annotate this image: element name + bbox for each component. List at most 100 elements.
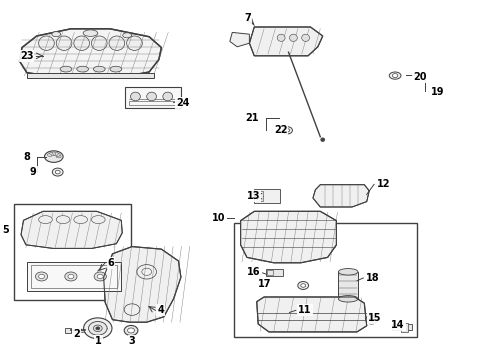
Ellipse shape [56,154,60,157]
Text: 14: 14 [390,320,404,330]
Ellipse shape [110,66,122,72]
Ellipse shape [126,36,142,50]
Text: 12: 12 [376,179,389,189]
Ellipse shape [122,33,131,38]
Ellipse shape [77,66,88,72]
Bar [31,265,117,288]
Ellipse shape [39,216,52,224]
Ellipse shape [52,168,63,176]
Ellipse shape [94,272,106,281]
Ellipse shape [388,72,400,79]
Bar [338,272,357,299]
Ellipse shape [320,138,324,141]
Ellipse shape [55,170,60,174]
Bar [256,191,262,201]
Ellipse shape [124,325,138,336]
Text: 10: 10 [211,213,224,223]
Ellipse shape [49,152,53,156]
Ellipse shape [109,36,124,50]
Ellipse shape [300,284,305,287]
Ellipse shape [277,34,285,41]
Ellipse shape [74,216,87,224]
Polygon shape [256,297,366,332]
Ellipse shape [44,151,63,162]
Bar [27,262,121,291]
Ellipse shape [282,127,292,134]
Text: 20: 20 [412,72,426,82]
Ellipse shape [52,32,61,37]
Bar [124,87,181,108]
Bar [254,189,279,203]
Bar [233,223,416,337]
Ellipse shape [47,154,52,157]
Text: 6: 6 [107,258,114,268]
Text: 22: 22 [273,125,287,135]
Text: 7: 7 [244,13,251,23]
Bar [14,204,131,300]
Ellipse shape [91,36,107,50]
Bar [265,269,282,276]
Text: 21: 21 [245,113,259,123]
Ellipse shape [83,318,112,339]
Ellipse shape [56,36,72,50]
Ellipse shape [338,296,357,302]
Text: 5: 5 [2,225,9,235]
Ellipse shape [64,272,77,281]
Ellipse shape [93,66,105,72]
Text: 16: 16 [246,267,260,277]
Ellipse shape [285,129,289,132]
Ellipse shape [93,325,102,332]
Ellipse shape [52,152,55,156]
Ellipse shape [289,34,297,41]
Ellipse shape [391,74,397,78]
Ellipse shape [83,30,98,36]
Polygon shape [312,185,368,207]
Ellipse shape [127,328,134,333]
Ellipse shape [146,92,156,101]
Text: 15: 15 [367,312,381,323]
Text: 2: 2 [73,329,80,339]
Polygon shape [229,32,249,47]
Ellipse shape [60,66,72,72]
Bar [267,270,273,275]
Ellipse shape [96,327,100,330]
Ellipse shape [35,272,47,281]
Bar [400,323,407,332]
Text: 8: 8 [23,152,30,162]
Bar [128,101,177,105]
Text: 13: 13 [246,191,260,201]
Text: 17: 17 [257,279,271,289]
Ellipse shape [130,92,140,101]
Polygon shape [103,247,181,322]
Ellipse shape [338,269,357,275]
Ellipse shape [301,34,309,41]
Ellipse shape [56,156,61,158]
Polygon shape [240,211,336,263]
Bar [64,328,71,333]
Text: 19: 19 [430,87,444,97]
Ellipse shape [56,216,70,224]
Text: 9: 9 [30,167,37,177]
Polygon shape [249,27,322,56]
Text: 4: 4 [157,305,164,315]
Bar [27,73,154,78]
Ellipse shape [39,36,54,50]
Ellipse shape [91,216,105,224]
Text: 3: 3 [128,336,135,346]
Ellipse shape [365,315,377,324]
Polygon shape [20,29,161,77]
Text: 23: 23 [20,51,33,61]
Ellipse shape [74,36,89,50]
Text: 1: 1 [95,336,102,346]
Ellipse shape [163,92,172,101]
Bar [391,324,411,330]
Ellipse shape [54,152,58,156]
Ellipse shape [368,318,374,322]
Text: 18: 18 [365,273,379,283]
Ellipse shape [297,282,308,289]
Text: 11: 11 [298,305,311,315]
Ellipse shape [39,274,44,279]
Ellipse shape [68,274,74,279]
Ellipse shape [97,274,103,279]
Text: 24: 24 [176,98,189,108]
